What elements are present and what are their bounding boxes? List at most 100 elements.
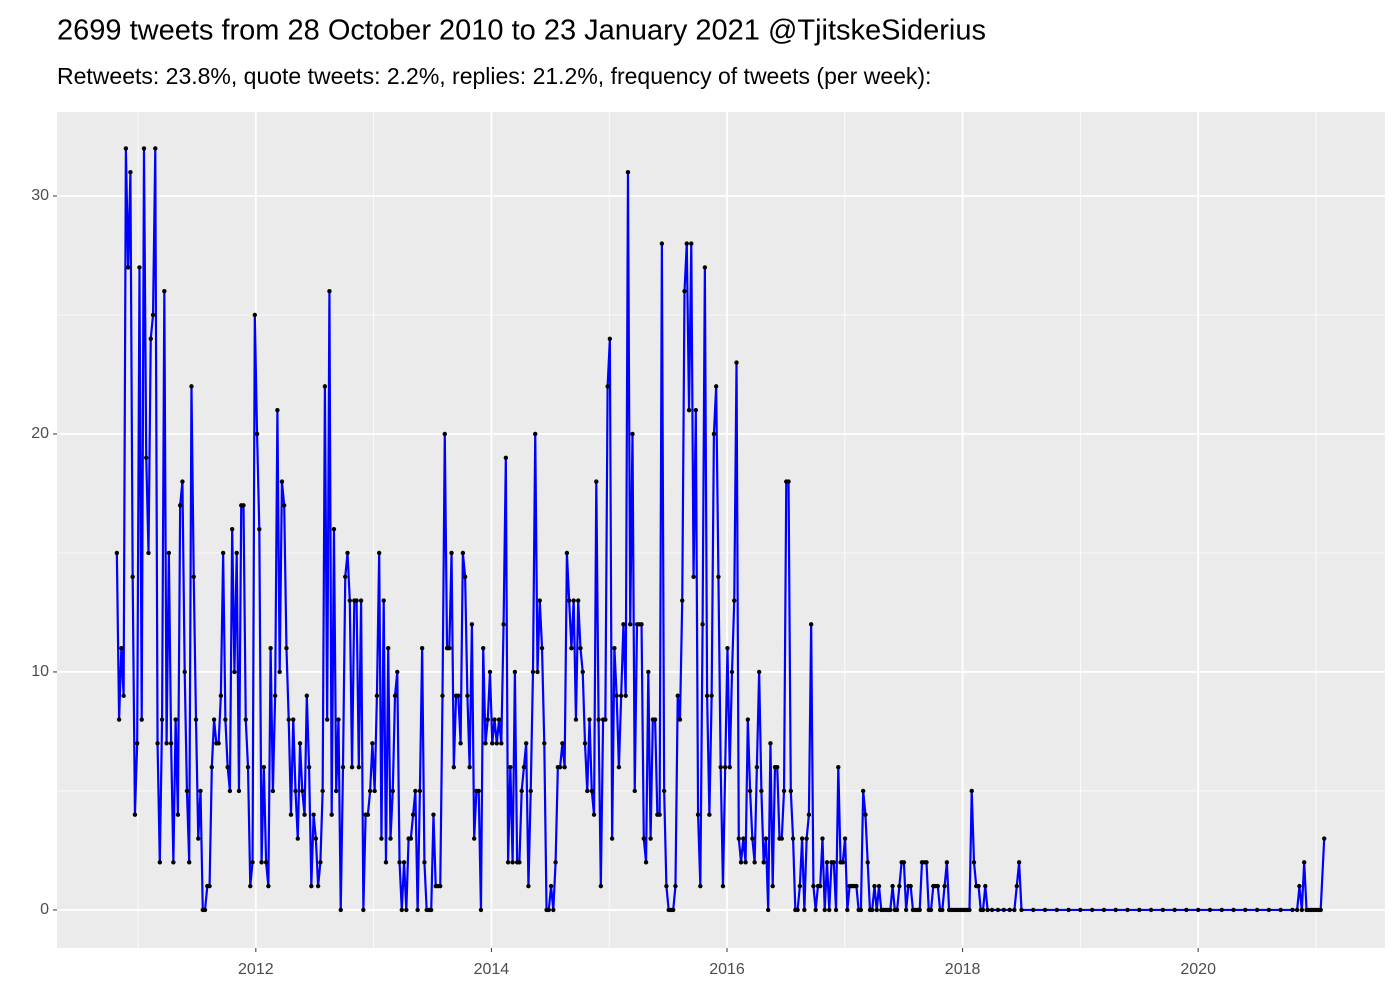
data-point	[752, 860, 757, 865]
data-point	[539, 645, 545, 651]
data-point	[691, 574, 696, 579]
data-point	[487, 669, 493, 675]
data-point	[173, 717, 178, 722]
data-point	[804, 836, 809, 841]
data-point	[399, 907, 405, 913]
data-point	[343, 574, 348, 579]
data-point	[272, 693, 278, 698]
data-point	[198, 788, 203, 794]
data-point	[716, 574, 721, 579]
data-point	[306, 764, 312, 770]
data-point	[571, 598, 576, 603]
data-point	[754, 764, 760, 770]
data-point	[630, 431, 635, 437]
data-point	[225, 764, 230, 770]
data-point	[969, 788, 974, 794]
data-point	[422, 860, 427, 865]
data-point	[618, 693, 624, 698]
data-point	[243, 717, 248, 722]
data-point	[503, 455, 509, 460]
data-point	[1294, 907, 1300, 913]
data-point	[596, 717, 601, 722]
data-point	[836, 764, 841, 770]
data-point	[695, 812, 701, 817]
data-point	[295, 836, 300, 841]
data-point	[689, 241, 694, 246]
data-point	[598, 883, 604, 889]
data-point	[320, 788, 325, 794]
data-point	[223, 717, 228, 722]
data-point	[1031, 907, 1036, 913]
data-point	[144, 455, 149, 460]
data-point	[908, 883, 913, 889]
data-point	[779, 836, 784, 841]
data-point	[119, 645, 124, 651]
data-point	[137, 265, 142, 270]
data-point	[928, 907, 934, 913]
data-point	[548, 883, 554, 889]
data-point	[621, 622, 626, 627]
data-point	[686, 407, 692, 413]
data-point	[711, 431, 717, 437]
data-point	[756, 669, 762, 675]
data-point	[123, 146, 129, 151]
data-point	[727, 764, 732, 770]
data-point	[114, 550, 120, 556]
data-point	[553, 860, 558, 865]
data-point	[182, 669, 187, 675]
data-point	[381, 598, 386, 603]
data-point	[252, 312, 257, 318]
data-point	[227, 788, 233, 794]
data-point	[510, 860, 515, 865]
data-point	[790, 836, 796, 841]
data-point	[639, 622, 644, 627]
data-point	[729, 669, 735, 675]
data-point	[940, 907, 945, 913]
data-point	[356, 764, 362, 770]
data-point	[528, 788, 533, 794]
x-tick-label: 2018	[945, 961, 981, 978]
data-point	[664, 883, 669, 889]
data-point	[578, 645, 583, 651]
data-point	[643, 860, 649, 865]
data-point	[1007, 907, 1012, 913]
data-point	[268, 645, 273, 651]
data-point	[139, 717, 144, 722]
data-point	[537, 598, 542, 603]
data-point	[257, 526, 262, 532]
data-point	[723, 764, 728, 770]
data-point	[854, 883, 859, 889]
data-point	[860, 788, 866, 794]
data-point	[499, 741, 504, 746]
data-point	[1195, 907, 1201, 913]
data-point	[297, 741, 303, 746]
data-point	[245, 764, 251, 770]
data-point	[481, 645, 486, 651]
data-point	[471, 836, 477, 841]
data-point	[983, 883, 988, 889]
data-point	[1001, 907, 1007, 913]
data-point	[623, 693, 628, 698]
data-point	[347, 598, 352, 603]
data-point	[241, 503, 246, 508]
data-point	[768, 741, 773, 746]
data-point	[901, 860, 907, 865]
y-tick-label: 30	[31, 187, 49, 204]
data-point	[281, 503, 287, 508]
data-point	[709, 693, 714, 698]
data-point	[759, 788, 764, 794]
data-point	[747, 788, 753, 794]
data-point	[808, 622, 814, 627]
data-point	[1266, 907, 1272, 913]
data-point	[413, 788, 418, 794]
data-point	[1014, 883, 1019, 889]
data-point	[863, 812, 868, 817]
data-point	[831, 860, 836, 865]
data-point	[1207, 907, 1213, 913]
data-point	[673, 883, 678, 889]
data-point	[447, 645, 452, 651]
data-point	[763, 836, 769, 841]
data-point	[327, 288, 332, 294]
data-point	[738, 860, 744, 865]
data-point	[410, 812, 416, 817]
